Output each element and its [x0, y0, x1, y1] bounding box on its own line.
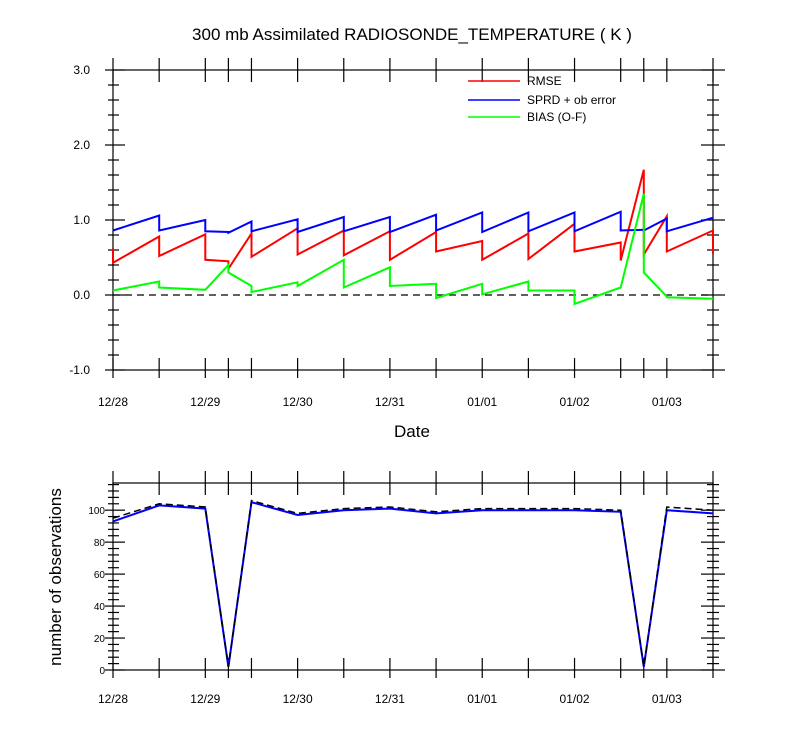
bottom-y-tick-label: 60 [94, 570, 106, 581]
bottom-y-tick-label: 80 [94, 538, 106, 549]
top-x-tick-label: 12/29 [190, 395, 220, 409]
bottom-x-tick-label: 12/28 [98, 692, 128, 706]
top-x-tick-label: 12/30 [283, 395, 313, 409]
bottom-series-1 [112, 499, 714, 667]
top-x-tick-label: 12/31 [375, 395, 405, 409]
bottom-chart: 12/28 12/29 12/30 12/31 01/01 01/02 01/03 0 20 40… [46, 471, 725, 706]
bottom-plot-frame [112, 482, 714, 671]
x-axis-label: Date [394, 422, 430, 441]
bottom-x-tick-label: 12/31 [375, 692, 405, 706]
bottom-series-0 [112, 500, 714, 667]
top-y-tick-label: 0.0 [73, 288, 90, 302]
legend-label-bias: BIAS (O-F) [527, 110, 586, 124]
bottom-x-tick-label: 12/30 [283, 692, 313, 706]
y-axis-label: number of observations [46, 488, 65, 666]
bottom-x-tick-label: 01/03 [652, 692, 682, 706]
bottom-y-tick-label: 20 [94, 634, 106, 645]
bottom-y-tick-label: 100 [88, 506, 105, 517]
top-y-tick-label: 1.0 [73, 213, 90, 227]
top-y-tick-label: -1.0 [69, 363, 90, 377]
chart-title: 300 mb Assimilated RADIOSONDE_TEMPERATUR… [192, 25, 632, 44]
bottom-y-tick-label: 40 [94, 602, 106, 613]
top-x-tick-label: 01/01 [467, 395, 497, 409]
top-y-tick-label: 2.0 [73, 138, 90, 152]
bottom-y-tick-label: 0 [99, 666, 105, 677]
top-y-tick-label: 3.0 [73, 63, 90, 77]
bottom-x-tick-label: 01/02 [560, 692, 590, 706]
legend: RMSE SPRD + ob error BIAS (O-F) [468, 74, 616, 124]
bottom-x-tick-label: 12/29 [190, 692, 220, 706]
top-x-tick-label: 12/28 [98, 395, 128, 409]
top-series-2 [112, 193, 714, 306]
legend-label-sprd: SPRD + ob error [527, 93, 616, 107]
bottom-x-tick-label: 01/01 [467, 692, 497, 706]
top-series-1 [112, 210, 714, 235]
legend-label-rmse: RMSE [527, 74, 562, 88]
top-x-tick-label: 01/02 [560, 395, 590, 409]
top-chart: 300 mb Assimilated RADIOSONDE_TEMPERATUR… [69, 25, 725, 441]
top-x-tick-label: 01/03 [652, 395, 682, 409]
top-series-0 [112, 169, 714, 273]
